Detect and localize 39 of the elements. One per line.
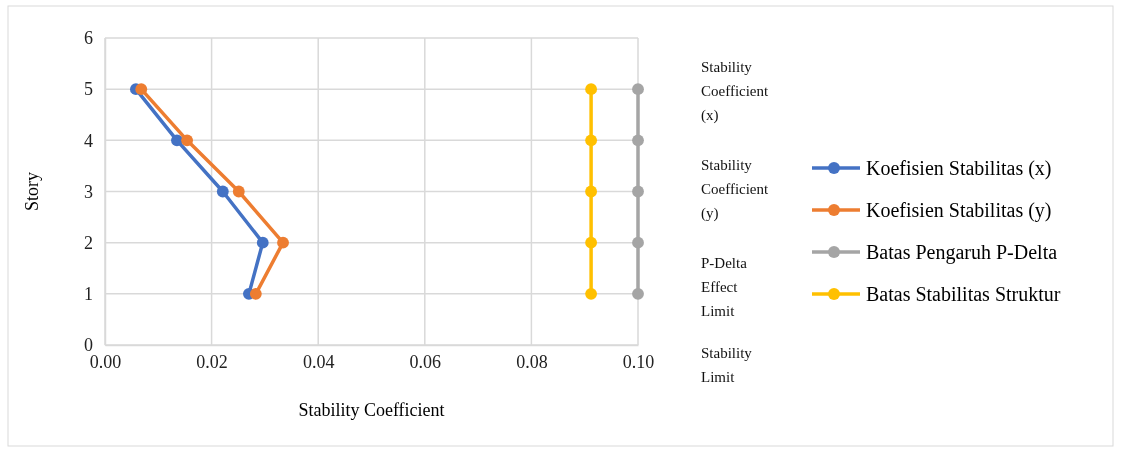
y-tick-label: 4 [84, 130, 93, 151]
x-tick-label: 0.04 [302, 351, 335, 372]
point [585, 236, 598, 249]
y-tick-label: 1 [84, 284, 93, 305]
y-tick-label: 6 [84, 28, 93, 49]
x-tick-label: 0.02 [196, 351, 228, 372]
point [632, 236, 644, 249]
point [632, 134, 644, 147]
point [277, 236, 289, 249]
text: Stability Limit [701, 345, 753, 385]
point [632, 287, 644, 300]
point [181, 134, 193, 147]
point [585, 185, 598, 198]
x-tick-label: 0.10 [622, 351, 655, 372]
point [632, 185, 644, 198]
point [256, 236, 269, 249]
y-axis-title: Story [22, 171, 42, 212]
legend-label: Batas Pengaruh P-Delta [866, 241, 1058, 264]
text: Stability Coefficient (x) [701, 59, 770, 124]
x-axis-title: Stability Coefficient [298, 400, 445, 420]
point [171, 134, 183, 147]
legend-label: Koefisien Stabilitas (x) [866, 157, 1052, 180]
point [216, 185, 229, 198]
y-tick-label: 3 [84, 181, 93, 202]
legend-label: Batas Stabilitas Struktur [866, 283, 1061, 305]
text: P-Delta Effect Limit [701, 255, 748, 319]
point [585, 134, 598, 147]
y-tick-label: 5 [84, 79, 93, 100]
legend-label: Koefisien Stabilitas (y) [866, 199, 1052, 222]
x-tick-label: 0.06 [409, 351, 442, 372]
text: Stability Coefficient (y) [701, 157, 770, 222]
point [232, 185, 245, 198]
point [249, 287, 262, 300]
y-tick-label: 2 [84, 232, 93, 253]
point [585, 287, 598, 300]
point [135, 83, 148, 96]
point [632, 83, 644, 96]
x-tick-label: 0.08 [516, 351, 548, 372]
point [585, 83, 598, 96]
